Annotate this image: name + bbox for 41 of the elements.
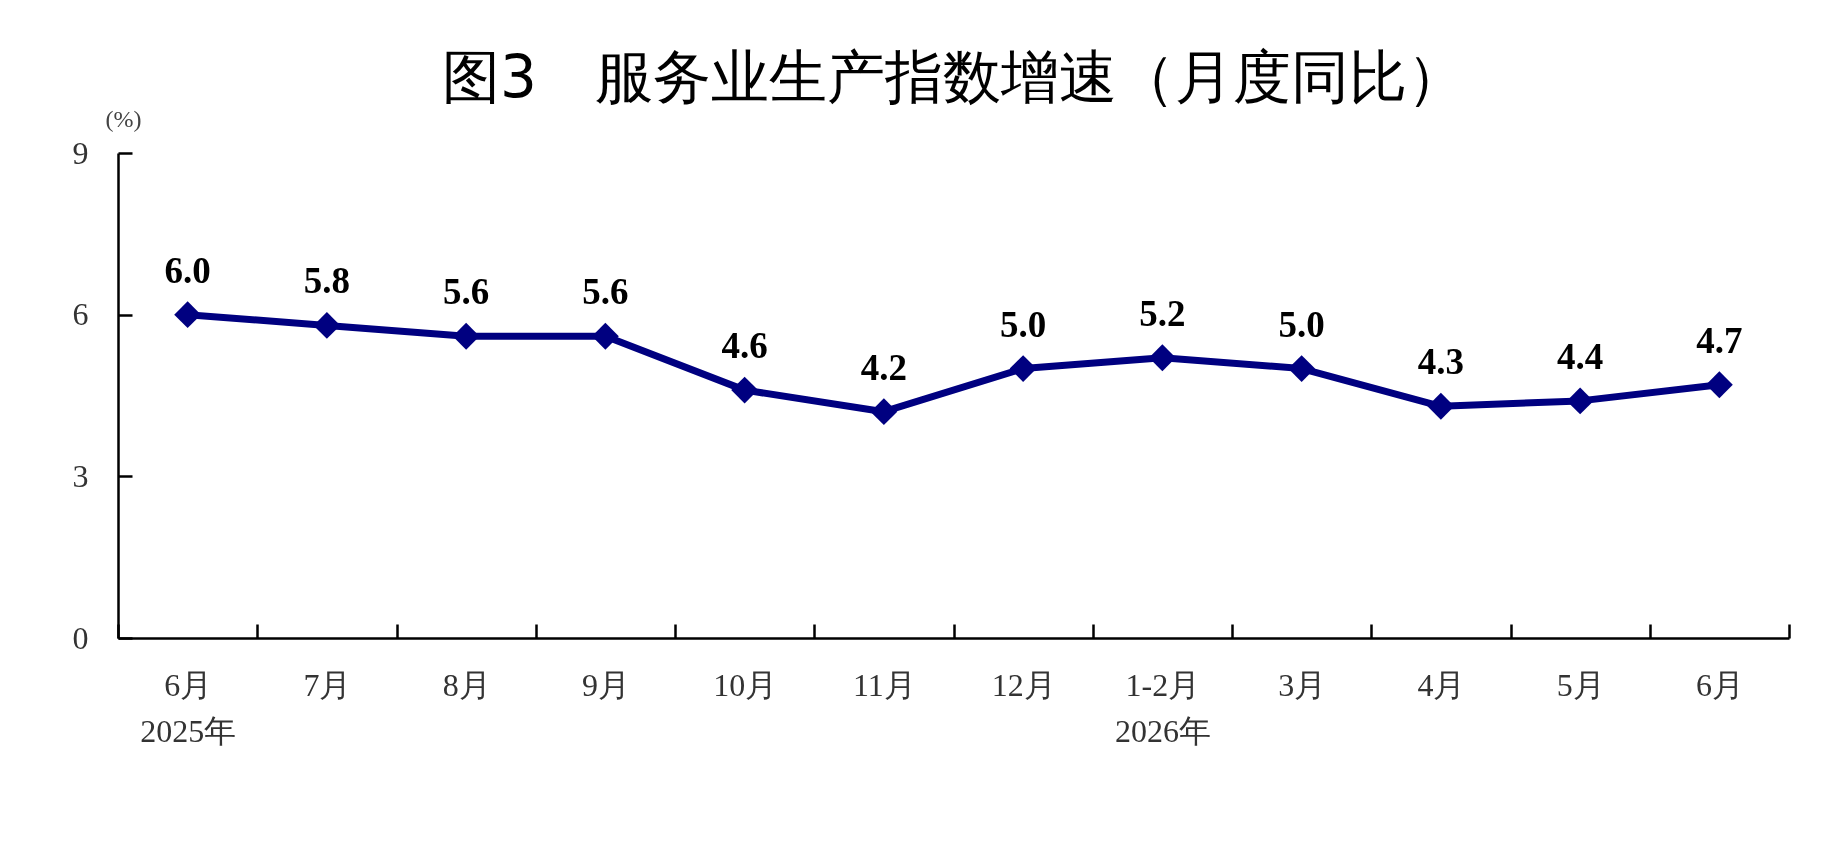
x-tick-label: 3月 [1278,666,1327,703]
data-label: 6.0 [164,249,211,291]
x-tick-label: 7月 [303,666,352,703]
data-label: 5.6 [582,271,629,313]
data-label: 4.7 [1696,319,1743,361]
point [1566,387,1594,415]
chart-title: 图3 服务业生产指数增速（月度同比） [442,43,1465,111]
x-tick-label: 1-2月 2026年 [1114,666,1211,749]
x-tick-label: 6月 [1695,666,1744,703]
point [1148,344,1176,372]
data-label: 4.6 [721,325,768,367]
point [1009,355,1037,382]
data-label: 5.8 [303,260,350,302]
x-tick-label: 9月 [581,666,630,703]
point [1427,392,1455,420]
y-tick-label: 3 [72,457,89,494]
point [313,312,341,339]
point [870,398,898,426]
data-label: 5.0 [1278,303,1325,345]
data-label: 5.0 [1000,303,1047,345]
data-label: 5.2 [1139,292,1186,334]
x-tick-label: 5月 [1556,666,1605,703]
x-tick-label: 8月 [442,666,491,703]
y-axis-title: (%) [105,105,142,132]
point [1705,371,1733,399]
x-tick-label: 10月 [713,666,778,703]
y-tick-label: 6 [72,296,89,333]
x-tick-label: 12月 [991,666,1056,703]
point [731,376,759,404]
data-label: 4.3 [1417,341,1464,383]
x-tick-label: 6月 2025年 [140,666,237,749]
x-tick-label: 11月 [852,666,916,703]
point [452,322,480,350]
y-tick-label: 0 [72,619,89,656]
y-tick-label: 9 [72,134,89,171]
data-label: 4.4 [1557,335,1604,377]
data-label: 4.2 [860,346,907,388]
x-tick-label: 4月 [1417,666,1466,703]
data-label: 5.6 [443,271,490,313]
point [1288,355,1316,382]
point [174,301,202,329]
